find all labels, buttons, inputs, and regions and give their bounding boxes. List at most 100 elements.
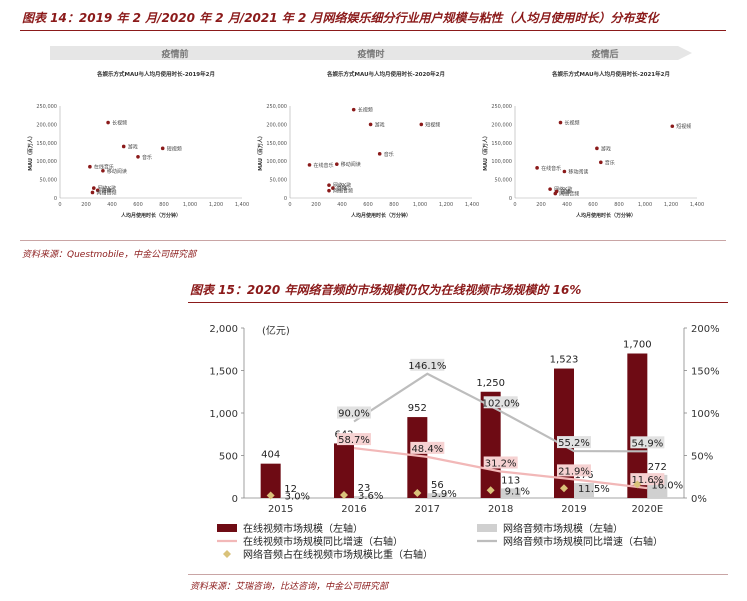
ratio-marker [633, 480, 642, 489]
left-tick-label: 500 [219, 452, 238, 463]
scatter-point [595, 146, 599, 151]
phase-label-before: 疫情前 [161, 48, 188, 60]
audio-size-label: 23 [358, 483, 371, 494]
ratio-marker [486, 486, 495, 495]
point-label: 网络音频 [333, 188, 353, 195]
y-tick-label: 0 [284, 196, 287, 202]
ratio-label: 3.0% [285, 491, 310, 502]
x-tick-label: 1,000 [638, 202, 652, 208]
audio-size-label: 272 [648, 462, 667, 473]
audio-growth-label: 102.0% [482, 398, 520, 409]
category-label: 2016 [341, 504, 366, 515]
point-label: 移动阅读 [107, 168, 127, 175]
scatter-point [548, 187, 552, 191]
video-size-label: 952 [408, 403, 427, 414]
category-label: 2018 [488, 504, 513, 515]
audio-growth-label: 55.2% [558, 438, 590, 449]
y-tick-label: 100,000 [36, 159, 57, 165]
x-axis-label: 人均月使用时长（万分钟） [575, 212, 636, 219]
right-tick-label: 50% [691, 452, 713, 463]
legend-swatch [477, 524, 497, 532]
scatter-title: 各娱乐方式MAU与人均月使用时长-2020年2月 [326, 70, 445, 78]
x-tick-label: 400 [562, 202, 572, 208]
ratio-marker [266, 491, 275, 500]
video-size-bar [627, 353, 648, 498]
video-size-label: 1,250 [476, 378, 505, 389]
audio-growth-label-bg [557, 436, 591, 449]
footer-rule [188, 574, 728, 575]
scatter-point [136, 154, 140, 159]
point-label: 长视频 [112, 120, 127, 127]
audio-size-bar [500, 488, 521, 498]
scatter-point [670, 124, 675, 129]
video-growth-label: 11.6% [631, 475, 663, 486]
scatter-title: 各娱乐方式MAU与人均月使用时长-2021年2月 [551, 70, 670, 78]
y-tick-label: 100,000 [266, 159, 287, 165]
x-tick-label: 1,400 [235, 202, 249, 208]
scatter-point [599, 160, 603, 165]
legend-swatch [223, 550, 231, 558]
point-label: 在线音乐 [94, 164, 114, 171]
scatter-point [101, 168, 105, 173]
y-tick-label: 50,000 [495, 178, 513, 184]
scatter-title: 各娱乐方式MAU与人均月使用时长-2019年2月 [96, 70, 215, 78]
scatter-point [106, 120, 110, 125]
x-tick-label: 0 [288, 202, 291, 208]
y-tick-label: 200,000 [266, 122, 287, 128]
figure-15-title: 图表 15：2020 年网络音频的市场规模仍仅为在线视频市场规模的 16% [190, 283, 582, 297]
scatter-point [90, 190, 95, 195]
phase-label-after: 疫情后 [591, 48, 618, 60]
audio-size-label: 113 [501, 475, 520, 486]
audio-size-bar [574, 483, 594, 498]
ratio-label: 16.0% [651, 480, 683, 491]
scatter-point [335, 162, 339, 166]
market-size-combo-chart: (亿元) 0 500 1,000 1,500 2,000 0% 50% 100% 150% 200%… [209, 324, 719, 561]
point-label: 游戏 [128, 143, 138, 150]
point-label: 短视频 [425, 121, 440, 128]
scatter-point [535, 166, 539, 170]
scatter-point [562, 169, 567, 174]
x-tick-label: 0 [513, 202, 516, 208]
video-size-label: 1,700 [623, 340, 652, 351]
video-size-label: 404 [261, 450, 280, 461]
ratio-label: 11.5% [578, 484, 610, 495]
point-label: 音乐 [142, 154, 152, 161]
ratio-label: 9.1% [505, 486, 530, 497]
divider-rule [20, 240, 726, 241]
video-growth-label: 21.9% [558, 466, 590, 477]
audio-growth-label-bg [337, 406, 371, 419]
point-label: 网络音频 [97, 189, 117, 196]
audio-growth-label: 54.9% [631, 438, 663, 449]
ratio-label: 5.9% [431, 489, 456, 500]
scatter-point [327, 188, 331, 193]
figure-15-source: 资料来源：艾瑞咨询，比达咨询，中金公司研究部 [190, 582, 389, 592]
left-tick-label: 1,500 [209, 367, 238, 378]
figure-14-title: 图表 14：2019 年 2 月/2020 年 2 月/2021 年 2 月网络… [22, 11, 659, 25]
point-label: 直播 [561, 188, 571, 195]
scatter-chart-2021: 各娱乐方式MAU与人均月使用时长-2021年2月 0 50,000 100,000 15… [482, 70, 704, 219]
y-tick-label: 50,000 [270, 178, 288, 184]
scatter-point [95, 188, 100, 193]
video-growth-label: 31.2% [485, 458, 517, 469]
audio-growth-label-bg [410, 358, 445, 371]
ratio-marker [413, 488, 422, 497]
point-label: 网络K歌 [98, 185, 116, 192]
legend-label: 在线视频市场规模同比增速（右轴） [243, 535, 403, 548]
audio-size-bar [280, 496, 301, 498]
x-tick-label: 1,400 [465, 202, 479, 208]
audio-size-label: 12 [284, 484, 297, 495]
point-label: 短视频 [676, 123, 691, 130]
video-growth-label: 58.7% [338, 435, 370, 446]
x-tick-label: 800 [389, 202, 399, 208]
y-axis-label: MAU（百万人） [27, 133, 34, 171]
scatter-point [331, 186, 335, 190]
x-tick-label: 800 [159, 202, 169, 208]
left-tick-label: 0 [232, 494, 238, 505]
x-tick-label: 0 [58, 202, 61, 208]
scatter-point [558, 120, 563, 125]
ratio-marker [340, 490, 348, 499]
scatter-chart-2020: 各娱乐方式MAU与人均月使用时长-2020年2月 0 50,000 100,000 15… [257, 70, 479, 219]
x-tick-label: 400 [337, 202, 347, 208]
y-axis-label: MAU（百万人） [257, 133, 264, 171]
legend-label: 网络音频市场规模同比增速（右轴） [503, 535, 663, 548]
